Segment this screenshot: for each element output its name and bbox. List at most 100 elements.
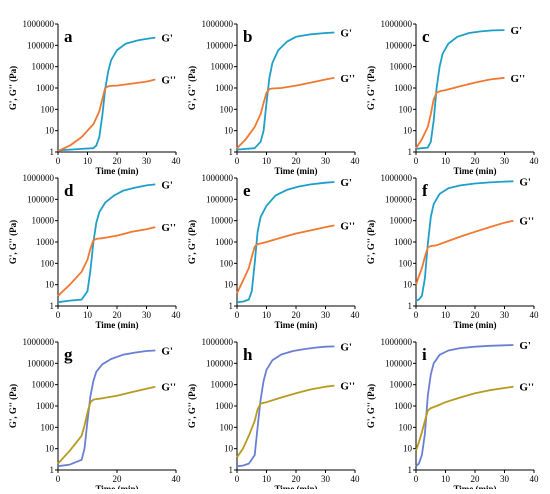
x-tick-label: 0 — [414, 156, 419, 166]
panel-b: 1 10 100 1000 10000 100000 1000000 0 10 20 30 40 Tim… — [187, 19, 360, 176]
x-tick-label: 30 — [321, 156, 331, 166]
y-tick-label: 10 — [224, 444, 234, 454]
x-tick-label: 30 — [500, 310, 510, 320]
y-tick-label: 100 — [399, 258, 413, 268]
series-label-g-double-prime: G'' — [161, 222, 176, 234]
y-tick-label: 100000 — [385, 194, 413, 204]
x-tick-label: 0 — [56, 310, 61, 320]
y-tick-label: 100 — [220, 422, 234, 432]
y-tick-label: 10 — [403, 444, 413, 454]
panel-letter: d — [64, 181, 74, 200]
series-line-g-prime — [57, 183, 156, 304]
panel-i: 1 10 100 1000 10000 100000 1000000 0 10 20 30 40 Tim… — [366, 337, 540, 494]
y-tick-label: 100 — [220, 258, 234, 268]
series-label-g-prime: G' — [519, 340, 531, 352]
panel-letter: b — [243, 27, 252, 46]
y-tick-label: 100000 — [27, 194, 55, 204]
series-line-g-double-prime — [236, 224, 335, 294]
x-tick-label: 0 — [235, 310, 240, 320]
series-line-g-prime — [415, 180, 514, 302]
panel-letter: h — [243, 345, 253, 364]
x-tick-label: 40 — [351, 156, 361, 166]
series-label-g-prime: G' — [161, 345, 173, 357]
x-tick-label: 30 — [142, 310, 152, 320]
x-axis-title: Time (min) — [95, 484, 138, 489]
y-axis-title: G', G'' (Pa) — [366, 66, 376, 110]
panel-letter: a — [64, 27, 73, 46]
y-tick-label: 1000 — [36, 237, 55, 247]
y-tick-label: 1 — [229, 147, 234, 157]
y-axis-title: G', G'' (Pa) — [187, 220, 197, 264]
y-tick-label: 1000 — [394, 83, 413, 93]
x-tick-label: 10 — [441, 474, 451, 484]
panel-g: 1 10 100 1000 10000 100000 1000000 0 20 40 Time (m… — [8, 337, 181, 494]
series-line-g-double-prime — [415, 76, 505, 149]
x-axis-title: Time (min) — [453, 484, 496, 489]
panel-d: 1 10 100 1000 10000 100000 1000000 0 10 20 30 40 Tim… — [8, 173, 181, 330]
series-label-g-double-prime: G'' — [161, 75, 176, 87]
y-axis-title: G', G'' (Pa) — [8, 66, 18, 110]
x-tick-label: 10 — [262, 474, 272, 484]
x-axis-title: Time (min) — [274, 320, 317, 330]
series-line-g-prime — [57, 36, 156, 152]
y-tick-label: 1000 — [215, 83, 234, 93]
x-tick-label: 20 — [471, 310, 481, 320]
x-tick-label: 20 — [113, 156, 123, 166]
x-tick-label: 20 — [292, 310, 302, 320]
x-tick-label: 0 — [235, 156, 240, 166]
x-tick-label: 40 — [530, 156, 540, 166]
x-tick-label: 10 — [441, 310, 451, 320]
y-tick-label: 1 — [408, 301, 413, 311]
series-label-g-prime: G' — [519, 176, 531, 188]
panel-a: 1 10 100 1000 10000 100000 1000000 0 10 20 30 40 Tim… — [8, 19, 181, 176]
y-tick-label: 1000 — [394, 401, 413, 411]
x-tick-label: 30 — [500, 156, 510, 166]
y-tick-label: 100000 — [27, 358, 55, 368]
series-line-g-double-prime — [57, 78, 156, 152]
x-axis-title: Time (min) — [95, 166, 138, 176]
series-label-g-double-prime: G'' — [161, 382, 176, 394]
y-tick-label: 100000 — [206, 358, 234, 368]
x-tick-label: 10 — [83, 310, 93, 320]
y-tick-label: 1 — [408, 465, 413, 475]
series-label-g-double-prime: G'' — [511, 73, 526, 85]
series-line-g-double-prime — [415, 385, 514, 451]
panel-c: 1 10 100 1000 10000 100000 1000000 0 10 20 30 40 Tim… — [366, 19, 539, 176]
panel-letter: e — [243, 181, 251, 200]
panel-f: 1 10 100 1000 10000 100000 1000000 0 10 20 30 40 Tim… — [366, 173, 539, 330]
x-tick-label: 40 — [172, 156, 182, 166]
y-tick-label: 10 — [45, 126, 55, 136]
y-tick-label: 100 — [220, 104, 234, 114]
y-tick-label: 1 — [50, 465, 55, 475]
x-tick-label: 30 — [142, 156, 152, 166]
y-tick-label: 100 — [399, 104, 413, 114]
y-tick-label: 100000 — [385, 40, 413, 50]
y-tick-label: 1000000 — [202, 173, 234, 183]
x-tick-label: 0 — [56, 156, 61, 166]
y-tick-label: 1 — [408, 147, 413, 157]
series-label-g-double-prime: G'' — [519, 382, 534, 394]
y-axis-title: G', G'' (Pa) — [366, 384, 376, 428]
x-tick-label: 20 — [113, 310, 123, 320]
y-axis-title: G', G'' (Pa) — [8, 384, 18, 428]
series-label-g-double-prime: G'' — [340, 73, 355, 85]
y-tick-label: 1000 — [36, 401, 55, 411]
y-tick-label: 10 — [224, 280, 234, 290]
x-axis-title: Time (min) — [453, 166, 496, 176]
x-tick-label: 20 — [471, 474, 481, 484]
y-tick-label: 10000 — [32, 216, 55, 226]
x-tick-label: 20 — [292, 156, 302, 166]
x-tick-label: 0 — [414, 474, 419, 484]
x-tick-label: 0 — [56, 474, 61, 484]
x-tick-label: 20 — [292, 474, 302, 484]
y-tick-label: 1 — [50, 147, 55, 157]
y-tick-label: 10000 — [211, 380, 234, 390]
y-tick-label: 1 — [50, 301, 55, 311]
series-label-g-double-prime: G'' — [340, 220, 355, 232]
y-tick-label: 1000000 — [23, 337, 55, 347]
y-tick-label: 100 — [41, 422, 55, 432]
x-axis-title: Time (min) — [453, 320, 496, 330]
x-tick-label: 40 — [530, 474, 540, 484]
